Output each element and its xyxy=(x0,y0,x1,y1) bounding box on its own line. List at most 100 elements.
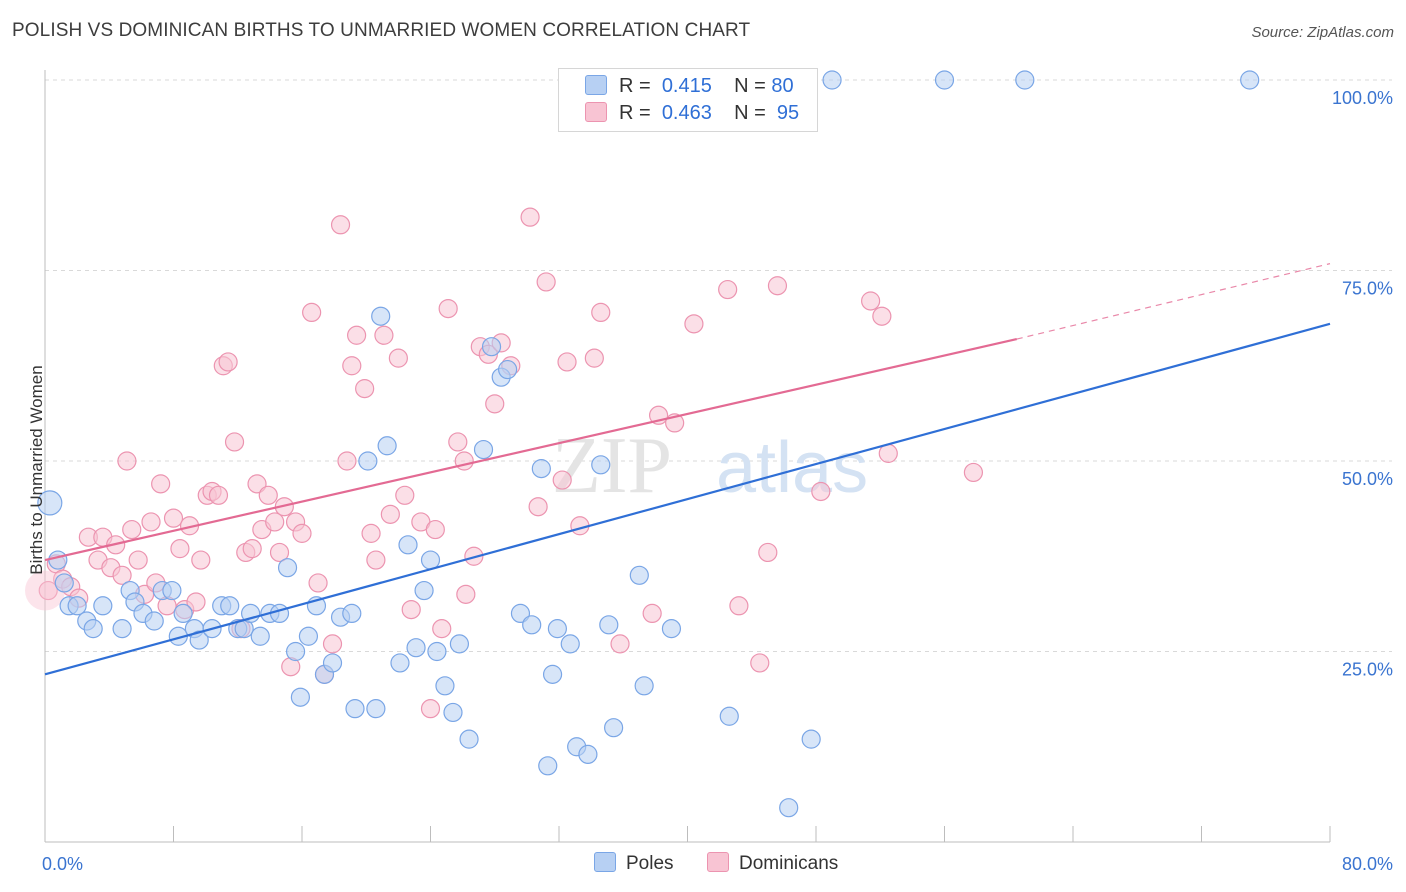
dominicans-point xyxy=(963,462,984,483)
dominicans-point xyxy=(388,348,408,368)
watermark-atlas: atlas xyxy=(716,428,868,508)
dominicans-point xyxy=(163,508,184,528)
axes xyxy=(44,70,1331,843)
poles-point xyxy=(934,70,955,90)
watermark: ZIP atlas xyxy=(552,422,868,510)
dominicans-point xyxy=(432,619,452,639)
bottom-legend-dominicans: Dominicans xyxy=(707,852,838,875)
dominicans-points xyxy=(25,207,984,719)
legend-n-label: N = xyxy=(734,102,766,124)
poles-point xyxy=(510,603,531,624)
dominicans-trend-extension xyxy=(1016,263,1331,340)
poles-point xyxy=(398,535,418,555)
chart-title: POLISH VS DOMINICAN BIRTHS TO UNMARRIED … xyxy=(12,20,751,41)
grid-lines xyxy=(45,79,1392,652)
poles-point xyxy=(269,603,290,624)
dominicans-point xyxy=(536,272,556,292)
poles-point xyxy=(298,626,319,646)
legend-r-label: R = xyxy=(619,102,651,124)
poles-point xyxy=(538,756,558,776)
poles-point xyxy=(144,611,164,631)
legend-row-poles: R = 0.415 N = 80 xyxy=(585,75,794,99)
dominicans-point xyxy=(401,599,421,620)
legend-r-value: 0.415 xyxy=(661,75,712,97)
y-axis-label: Births to Unmarried Women xyxy=(27,365,47,575)
legend-r-value: 0.463 xyxy=(661,102,712,124)
poles-point xyxy=(366,699,386,719)
poles-points xyxy=(37,70,1260,818)
poles-point xyxy=(67,596,87,616)
poles-point xyxy=(719,706,739,726)
poles-point xyxy=(322,653,343,673)
poles-point xyxy=(406,638,426,658)
poles-point xyxy=(542,664,563,684)
bottom-legend-label: Dominicans xyxy=(739,853,839,874)
poles-point xyxy=(822,70,842,90)
x-tick-label: 0.0% xyxy=(42,854,83,874)
watermark-zip: ZIP xyxy=(552,422,672,510)
poles-point xyxy=(390,653,410,673)
y-tick-label: 50.0% xyxy=(1342,469,1393,489)
poles-point xyxy=(250,626,270,646)
poles-point xyxy=(83,619,103,639)
legend-n-label: N = xyxy=(734,75,766,97)
dominicans-point xyxy=(811,481,831,502)
poles-point xyxy=(661,619,682,639)
dominicans-point xyxy=(591,302,611,323)
dominicans-point xyxy=(170,539,190,559)
poles-point xyxy=(427,641,447,662)
dominicans-point xyxy=(380,504,400,524)
legend-n-value: 80 xyxy=(771,75,794,97)
poles-point xyxy=(591,455,611,475)
dominicans-point xyxy=(122,519,142,540)
dominicans-point xyxy=(361,523,381,543)
dominicans-point xyxy=(420,699,441,719)
dominicans-point xyxy=(552,470,572,490)
dominicans-point xyxy=(557,352,577,372)
poles-point xyxy=(189,630,209,650)
dominicans-point xyxy=(584,348,604,368)
dominicans-point xyxy=(767,276,788,296)
dominicans-point xyxy=(322,634,343,654)
dominicans-point xyxy=(242,539,262,559)
dominicans-point xyxy=(128,550,148,570)
y-tick-label: 100.0% xyxy=(1332,88,1393,108)
poles-point xyxy=(522,615,542,635)
dominicans-point xyxy=(265,512,285,532)
poles-point xyxy=(459,729,479,749)
dominicans-point xyxy=(395,485,415,505)
poles-point xyxy=(54,573,74,593)
x-tick-label: 80.0% xyxy=(1342,854,1393,874)
poles-point xyxy=(220,596,240,616)
poles-point xyxy=(277,558,298,578)
dominicans-point xyxy=(191,550,211,570)
dominicans-point xyxy=(642,603,662,624)
poles-point xyxy=(801,729,821,749)
poles-point xyxy=(629,565,649,585)
legend-row-dominicans: R = 0.463 N = 95 xyxy=(585,102,799,126)
dominicans-point xyxy=(141,512,161,532)
poles-point xyxy=(443,702,463,723)
dominicans-point xyxy=(186,592,206,612)
poles-point xyxy=(779,798,799,818)
y-tick-label: 25.0% xyxy=(1342,660,1393,680)
dominicans-point xyxy=(258,485,278,505)
dominicans-swatch xyxy=(585,102,607,122)
poles-point xyxy=(37,490,63,516)
poles-point xyxy=(498,359,518,380)
poles-point xyxy=(481,337,502,357)
legend-n-value: 95 xyxy=(776,102,800,124)
dominicans-point xyxy=(520,207,540,227)
poles-point xyxy=(473,439,494,460)
dominicans-point xyxy=(224,432,245,452)
poles-point xyxy=(547,619,567,639)
legend-r-label: R = xyxy=(619,75,651,97)
poles-point xyxy=(93,596,113,616)
poles-trend-line xyxy=(44,322,1331,676)
poles-point xyxy=(560,634,580,654)
poles-point xyxy=(48,550,68,570)
poles-point xyxy=(162,580,182,601)
dominicans-point xyxy=(872,306,892,326)
dominicans-point xyxy=(861,291,881,311)
dominicans-point xyxy=(269,542,290,563)
